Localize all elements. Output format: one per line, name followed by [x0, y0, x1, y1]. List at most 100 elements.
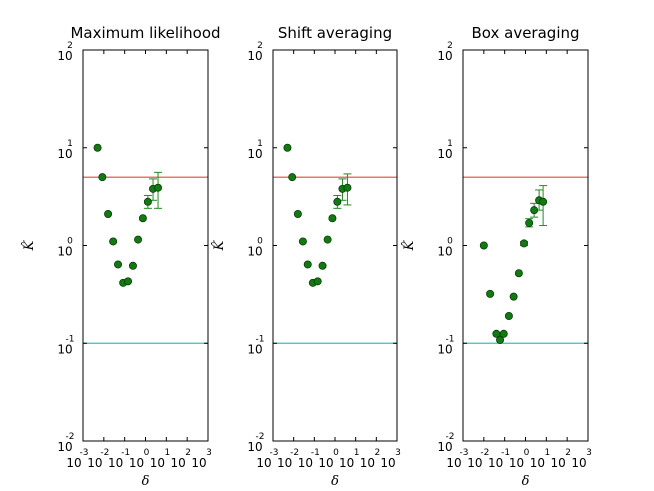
- x-tick-label: 10: [360, 456, 375, 470]
- y-axis-label: K̂: [401, 239, 417, 251]
- x-tick-label: 10: [488, 456, 503, 470]
- data-point: [124, 277, 133, 286]
- y-tick-label: 10: [437, 147, 452, 161]
- x-axis-label: δ: [522, 474, 530, 489]
- x-tick-exponent: -3: [270, 448, 279, 458]
- x-tick-label: 10: [298, 456, 313, 470]
- y-tick-exponent: -1: [66, 334, 75, 344]
- y-tick-exponent: -2: [256, 432, 265, 442]
- data-point: [293, 210, 302, 219]
- y-tick-label: 10: [437, 440, 452, 454]
- y-tick-exponent: 1: [67, 139, 73, 149]
- data-point: [509, 292, 518, 301]
- x-tick-exponent: 2: [374, 448, 380, 458]
- y-tick-label: 10: [57, 245, 72, 259]
- x-tick-exponent: 3: [395, 448, 401, 458]
- y-tick-label: 10: [437, 245, 452, 259]
- y-tick-label: 10: [437, 49, 452, 63]
- x-tick-exponent: 2: [565, 448, 571, 458]
- x-tick-label: 10: [277, 456, 292, 470]
- data-point: [499, 329, 508, 338]
- x-tick-exponent: 1: [544, 448, 550, 458]
- data-point: [514, 269, 523, 278]
- y-tick-label: 10: [247, 440, 262, 454]
- data-point: [143, 197, 152, 206]
- y-tick-label: 10: [57, 147, 72, 161]
- x-tick-exponent: 1: [164, 448, 170, 458]
- x-tick-label: 10: [509, 456, 524, 470]
- data-point: [313, 277, 322, 286]
- x-tick-label: 10: [380, 456, 395, 470]
- y-tick-exponent: -1: [256, 334, 265, 344]
- data-point: [114, 260, 123, 269]
- x-tick-label: 10: [191, 456, 206, 470]
- y-axis-label: K̂: [21, 239, 37, 251]
- x-tick-label: 10: [551, 456, 566, 470]
- y-tick-label: 10: [247, 245, 262, 259]
- data-point: [303, 260, 312, 269]
- x-tick-label: 10: [446, 456, 461, 470]
- y-tick-exponent: -2: [446, 432, 455, 442]
- data-point: [93, 143, 102, 152]
- data-point: [539, 197, 548, 206]
- panel-2: 10-310-210-110010110210310-210-110010110…: [211, 24, 401, 489]
- x-axis-label: δ: [331, 474, 339, 489]
- x-tick-label: 10: [87, 456, 102, 470]
- x-tick-exponent: -3: [80, 448, 89, 458]
- data-point: [288, 173, 297, 182]
- data-point: [318, 261, 327, 270]
- x-tick-label: 10: [318, 456, 333, 470]
- data-point: [109, 237, 118, 246]
- data-point: [138, 214, 147, 223]
- panel-1: 10-310-210-110010110210310-210-110010110…: [21, 24, 221, 489]
- y-tick-label: 10: [437, 342, 452, 356]
- axes-frame: [82, 49, 209, 442]
- data-point: [496, 335, 505, 344]
- x-tick-label: 10: [66, 456, 81, 470]
- y-tick-exponent: 0: [257, 237, 263, 247]
- data-point: [333, 197, 342, 206]
- y-tick-exponent: 0: [67, 237, 73, 247]
- x-tick-label: 10: [467, 456, 482, 470]
- x-tick-exponent: -2: [290, 448, 299, 458]
- y-tick-exponent: 2: [447, 41, 453, 51]
- panel-title: Box averaging: [471, 24, 579, 42]
- y-tick-exponent: 1: [257, 139, 263, 149]
- y-tick-exponent: 2: [67, 41, 73, 51]
- x-tick-exponent: 2: [185, 448, 191, 458]
- data-point: [283, 143, 292, 152]
- x-tick-label: 10: [129, 456, 144, 470]
- y-axis-label: K̂: [211, 239, 227, 251]
- x-tick-label: 10: [171, 456, 186, 470]
- x-tick-exponent: -3: [460, 448, 469, 458]
- x-tick-exponent: -2: [100, 448, 109, 458]
- y-tick-label: 10: [247, 147, 262, 161]
- data-point: [479, 241, 488, 250]
- panel-3: 10-310-210-110010110210310-210-110010110…: [401, 24, 592, 489]
- data-point: [520, 239, 529, 248]
- x-tick-exponent: -2: [480, 448, 489, 458]
- x-tick-label: 10: [530, 456, 545, 470]
- x-tick-label: 10: [339, 456, 354, 470]
- data-point: [298, 237, 307, 246]
- y-tick-exponent: -1: [446, 334, 455, 344]
- data-point: [328, 214, 337, 223]
- panel-title: Maximum likelihood: [70, 24, 220, 42]
- data-point: [343, 183, 352, 192]
- y-tick-exponent: 2: [257, 41, 263, 51]
- x-tick-exponent: -1: [311, 448, 320, 458]
- axes-frame: [272, 49, 398, 442]
- data-point: [504, 312, 513, 321]
- data-point: [128, 261, 137, 270]
- x-tick-label: 10: [256, 456, 271, 470]
- data-point: [134, 235, 143, 244]
- data-point: [104, 210, 113, 219]
- x-tick-exponent: -1: [501, 448, 510, 458]
- data-point: [98, 173, 107, 182]
- x-tick-label: 10: [571, 456, 586, 470]
- panel-title: Shift averaging: [278, 24, 392, 42]
- y-tick-label: 10: [57, 49, 72, 63]
- x-axis-label: δ: [142, 474, 150, 489]
- data-point: [323, 235, 332, 244]
